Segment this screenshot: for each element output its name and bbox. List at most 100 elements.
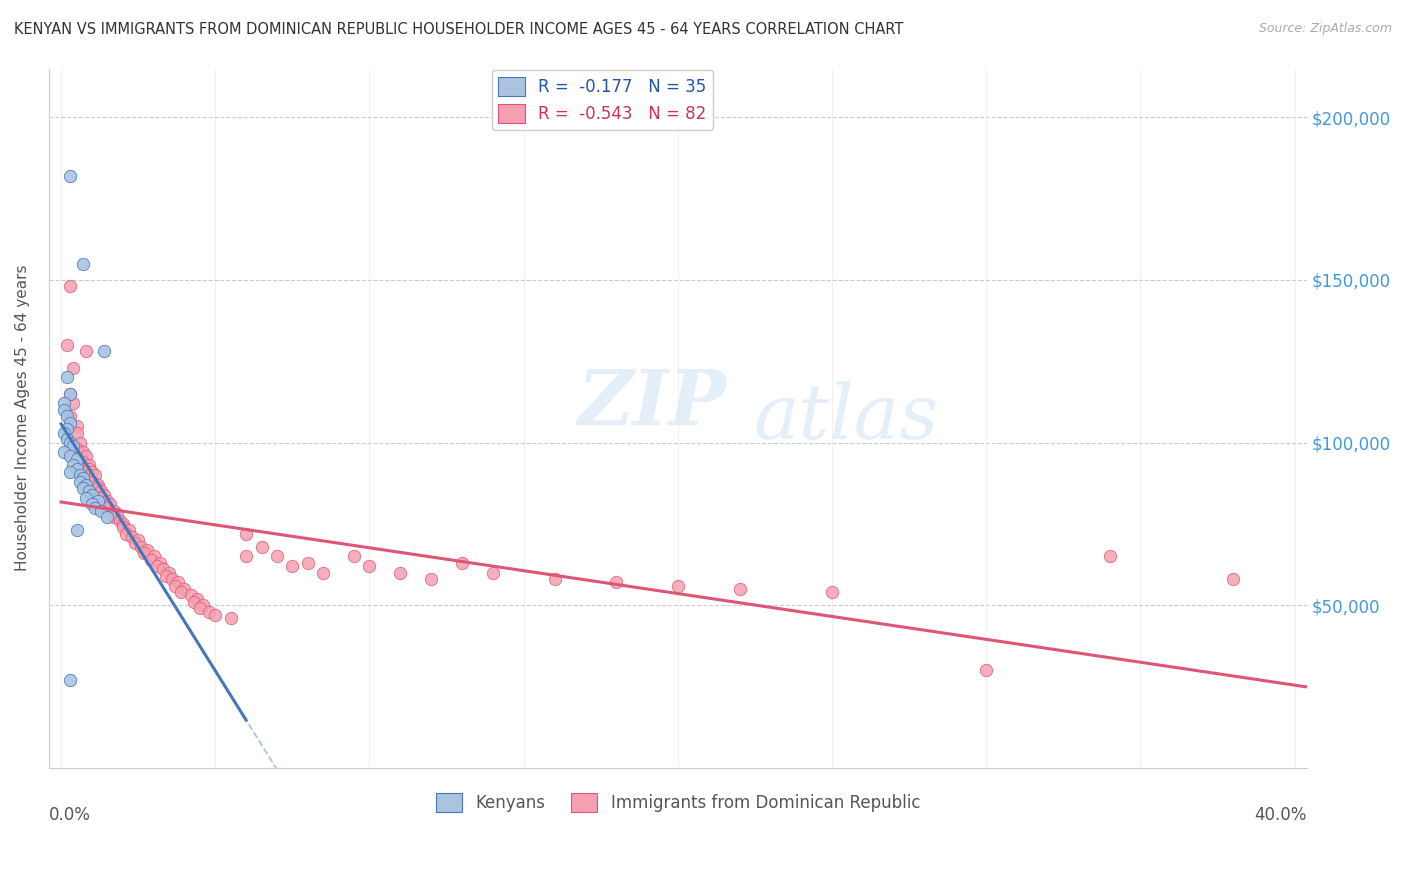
Point	[235, 549, 257, 564]
Point	[72, 481, 94, 495]
Point	[134, 546, 156, 560]
Point	[77, 461, 100, 475]
Point	[115, 526, 138, 541]
Point	[72, 257, 94, 271]
Point	[165, 578, 187, 592]
Text: ZIP: ZIP	[578, 368, 725, 442]
Point	[297, 556, 319, 570]
Text: Source: ZipAtlas.com: Source: ZipAtlas.com	[1258, 22, 1392, 36]
Point	[198, 605, 221, 619]
Point	[728, 582, 751, 596]
Text: atlas: atlas	[754, 381, 939, 455]
Text: 40.0%: 40.0%	[1254, 806, 1308, 824]
Point	[93, 487, 115, 501]
Point	[56, 422, 79, 436]
Point	[59, 409, 82, 424]
Point	[62, 396, 84, 410]
Point	[111, 516, 134, 531]
Point	[59, 465, 82, 479]
Point	[56, 338, 79, 352]
Point	[1098, 549, 1121, 564]
Point	[167, 575, 190, 590]
Point	[142, 549, 165, 564]
Point	[77, 458, 100, 473]
Point	[145, 559, 167, 574]
Point	[1222, 572, 1244, 586]
Point	[266, 549, 288, 564]
Point	[59, 435, 82, 450]
Point	[65, 419, 87, 434]
Point	[281, 559, 304, 574]
Point	[129, 540, 152, 554]
Point	[87, 481, 110, 495]
Point	[56, 432, 79, 446]
Point	[75, 477, 97, 491]
Point	[87, 477, 110, 491]
Point	[105, 507, 128, 521]
Point	[59, 169, 82, 183]
Point	[451, 556, 474, 570]
Point	[103, 510, 125, 524]
Text: 0.0%: 0.0%	[49, 806, 90, 824]
Point	[77, 484, 100, 499]
Point	[80, 487, 103, 501]
Point	[84, 468, 107, 483]
Point	[118, 524, 141, 538]
Point	[90, 491, 112, 505]
Point	[53, 445, 76, 459]
Point	[250, 540, 273, 554]
Point	[482, 566, 505, 580]
Point	[93, 344, 115, 359]
Point	[53, 425, 76, 440]
Point	[605, 575, 627, 590]
Point	[170, 585, 193, 599]
Point	[96, 494, 118, 508]
Point	[160, 572, 183, 586]
Point	[821, 585, 844, 599]
Point	[53, 403, 76, 417]
Point	[186, 591, 208, 606]
Point	[204, 607, 226, 622]
Point	[420, 572, 443, 586]
Point	[183, 595, 205, 609]
Point	[65, 425, 87, 440]
Point	[72, 445, 94, 459]
Point	[155, 569, 177, 583]
Text: KENYAN VS IMMIGRANTS FROM DOMINICAN REPUBLIC HOUSEHOLDER INCOME AGES 45 - 64 YEA: KENYAN VS IMMIGRANTS FROM DOMINICAN REPU…	[14, 22, 904, 37]
Point	[62, 360, 84, 375]
Point	[80, 497, 103, 511]
Point	[124, 536, 146, 550]
Point	[100, 497, 122, 511]
Point	[343, 549, 366, 564]
Point	[75, 449, 97, 463]
Point	[65, 451, 87, 466]
Point	[359, 559, 381, 574]
Point	[65, 442, 87, 456]
Point	[108, 514, 131, 528]
Point	[111, 520, 134, 534]
Point	[173, 582, 195, 596]
Point	[84, 500, 107, 515]
Point	[188, 601, 211, 615]
Point	[65, 461, 87, 475]
Point	[80, 465, 103, 479]
Point	[69, 435, 91, 450]
Point	[139, 552, 162, 566]
Point	[136, 542, 159, 557]
Point	[59, 386, 82, 401]
Point	[59, 416, 82, 430]
Point	[75, 344, 97, 359]
Point	[191, 598, 214, 612]
Point	[96, 510, 118, 524]
Point	[974, 663, 997, 677]
Point	[121, 530, 143, 544]
Point	[69, 468, 91, 483]
Point	[180, 588, 202, 602]
Point	[62, 439, 84, 453]
Point	[65, 524, 87, 538]
Legend: Kenyans, Immigrants from Dominican Republic: Kenyans, Immigrants from Dominican Repub…	[429, 786, 927, 819]
Point	[389, 566, 412, 580]
Point	[72, 471, 94, 485]
Point	[219, 611, 242, 625]
Point	[87, 494, 110, 508]
